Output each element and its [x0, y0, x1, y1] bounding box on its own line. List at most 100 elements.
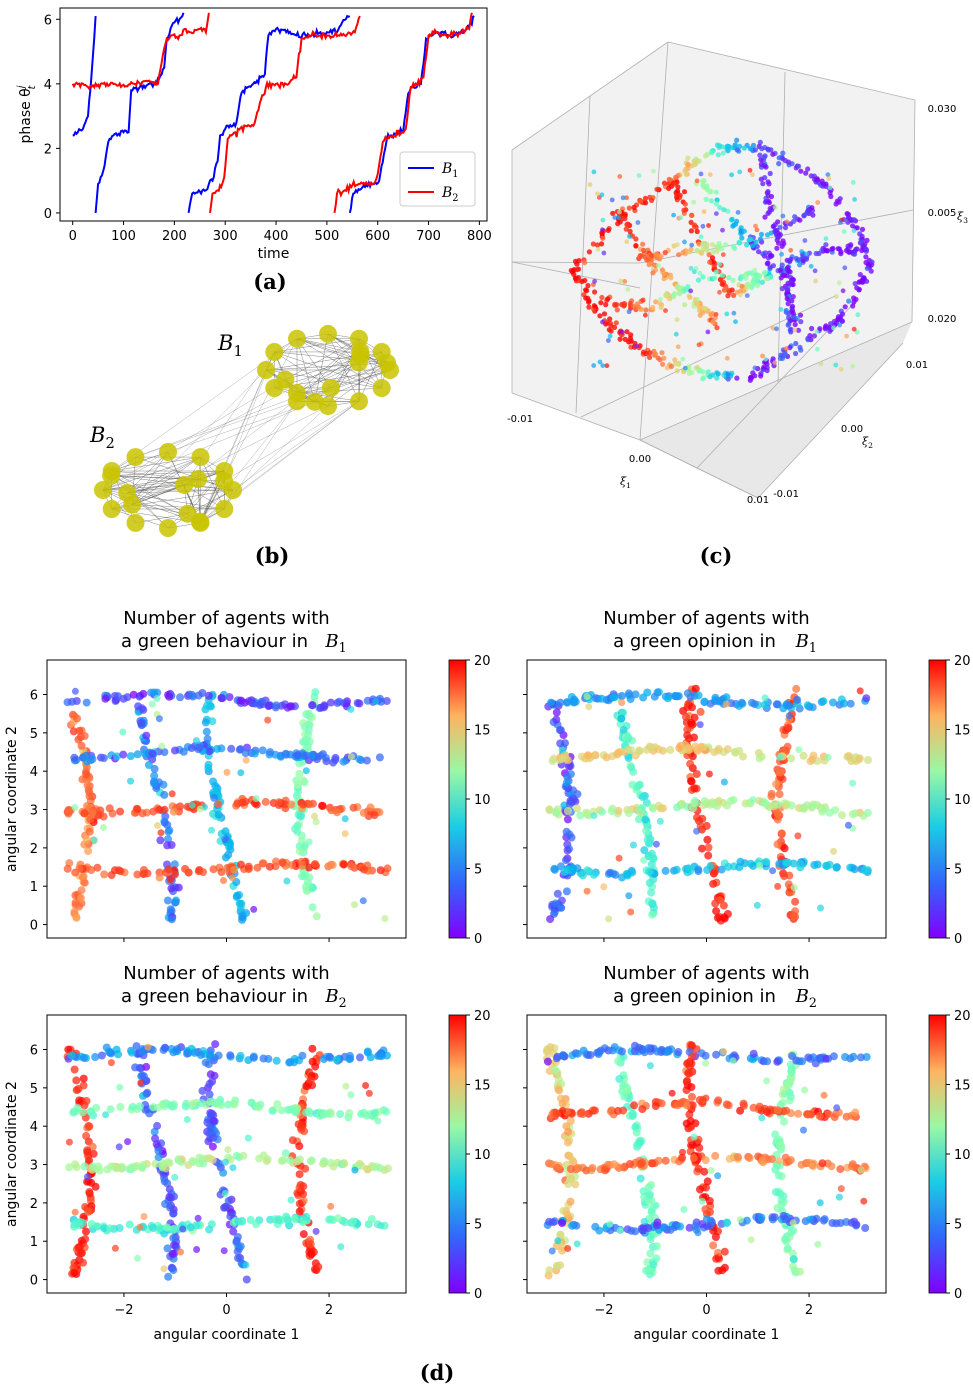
- scatter-point-d1: [250, 905, 258, 913]
- scatter-point-d4: [702, 1215, 711, 1224]
- scatter-points-d4: [542, 1040, 871, 1280]
- scatter-point-c: [784, 219, 790, 225]
- scatter-points-d1: [63, 687, 392, 924]
- scatter-point-d1: [204, 760, 213, 769]
- scatter-point-c: [597, 359, 603, 365]
- x-tick-label-a: 300: [213, 229, 238, 244]
- scatter-point-c: [785, 322, 791, 328]
- scatter-point-c: [663, 292, 669, 298]
- scatter-point-c: [616, 215, 621, 221]
- scatter-point-c: [681, 207, 687, 213]
- scatter-point-d1: [96, 806, 105, 815]
- network-node-b2: [189, 470, 208, 489]
- scatter-point-d3: [295, 1142, 304, 1151]
- scatter-point-d2: [648, 900, 657, 909]
- chart-title-line1-d1: Number of agents with: [123, 608, 329, 629]
- scatter-point-c: [798, 168, 804, 174]
- scatter-point-c: [714, 245, 720, 251]
- scatter-point-d4: [613, 1106, 622, 1115]
- scatter-point-d4: [798, 1057, 807, 1066]
- x-tick-label-a: 0: [69, 229, 77, 244]
- scatter-point-c: [738, 225, 744, 231]
- scatter-point-c: [680, 356, 686, 362]
- scatter-point-c: [672, 357, 678, 363]
- scatter-point-c: [674, 192, 680, 198]
- scatter-point-d2: [704, 843, 713, 852]
- scatter-point-d4: [579, 1046, 588, 1055]
- scatter-point-c: [714, 370, 720, 376]
- scatter-point-c: [636, 173, 642, 179]
- panel-a-phase-plot: 0 100 200 300 400 500 600 700 800 0 2 4 6 time phase θ…: [16, 7, 492, 262]
- scatter-point-d1: [302, 767, 310, 775]
- scatter-point-d3: [198, 1086, 207, 1095]
- scatter-point-d4: [558, 1219, 566, 1227]
- scatter-point-d3: [83, 1173, 91, 1181]
- network-edge: [296, 338, 359, 363]
- scatter-point-d1: [209, 865, 218, 874]
- y-tick-label-d1: 0: [30, 919, 38, 934]
- scatter-point-d2: [856, 687, 864, 695]
- scatter-point-d3: [299, 1182, 308, 1191]
- x-tick-label-c: 0.00: [629, 454, 651, 465]
- scatter-point-d1: [163, 820, 172, 829]
- scatter-point-c: [694, 228, 700, 235]
- scatter-point-c: [857, 272, 863, 278]
- scatter-point-c: [736, 239, 742, 245]
- network-node-b2: [215, 472, 234, 491]
- scatter-point-d4: [639, 1223, 648, 1232]
- scatter-point-d3: [107, 1059, 115, 1067]
- scatter-point-d4: [625, 1160, 634, 1168]
- x-tick-label-a: 800: [467, 229, 492, 244]
- scatter-point-d1: [265, 862, 274, 871]
- scatter-point-c: [709, 150, 715, 156]
- scatter-point-c: [741, 228, 747, 234]
- scatter-point-d1: [331, 756, 340, 764]
- x-tick-label-a: 500: [314, 229, 339, 244]
- scatter-point-c: [723, 242, 729, 248]
- scatter-point-c: [721, 207, 727, 213]
- network-edge: [132, 456, 201, 505]
- scatter-point-d3: [179, 1225, 187, 1233]
- scatter-point-d3: [75, 1096, 84, 1105]
- scatter-point-d4: [652, 1242, 661, 1251]
- scatter-point-d4: [747, 1236, 755, 1244]
- legend-label-b2: B2: [441, 185, 459, 204]
- scatter-point-d1: [70, 907, 79, 916]
- scatter-point-d4: [816, 1199, 824, 1207]
- legend-a: [399, 151, 476, 207]
- scatter-point-d3: [312, 1227, 320, 1235]
- scatter-point-d2: [681, 741, 690, 750]
- network-node-b2: [102, 466, 121, 485]
- network-node-b1: [351, 342, 370, 361]
- scatter-point-d3: [236, 1242, 245, 1251]
- scatter-point-d3: [138, 1071, 147, 1080]
- scatter-point-c: [809, 205, 815, 211]
- scatter-point-d1: [339, 860, 348, 869]
- scatter-point-c: [633, 243, 639, 249]
- scatter-point-d4: [568, 1221, 577, 1230]
- scatter-point-c: [777, 267, 784, 273]
- scatter-point-c: [733, 319, 738, 325]
- scatter-point-c: [808, 263, 814, 269]
- scatter-point-d2: [753, 901, 761, 909]
- scatter-point-c: [594, 242, 601, 248]
- scatter-point-d2: [694, 867, 703, 876]
- scatter-point-d1: [305, 838, 313, 846]
- scatter-point-d1: [233, 891, 242, 900]
- scatter-point-d4: [780, 1117, 788, 1126]
- scatter-point-c: [826, 176, 832, 181]
- scatter-point-c: [805, 207, 811, 213]
- scatter-point-d3: [73, 1104, 82, 1113]
- chart-title-line1-d2: Number of agents with: [603, 608, 809, 629]
- scatter-point-d3: [290, 1058, 298, 1067]
- scatter-point-d2: [793, 695, 802, 704]
- scatter-point-c: [852, 197, 857, 202]
- scatter-point-d3: [169, 1209, 178, 1218]
- grid-line-3d: [639, 321, 913, 441]
- scatter-point-d3: [377, 1222, 385, 1230]
- scatter-point-d1: [293, 781, 302, 790]
- scatter-point-d2: [703, 835, 712, 844]
- scatter-point-d1: [163, 896, 172, 905]
- scatter-point-d2: [809, 751, 818, 760]
- colorbar-tick-label-d2: 20: [954, 654, 971, 669]
